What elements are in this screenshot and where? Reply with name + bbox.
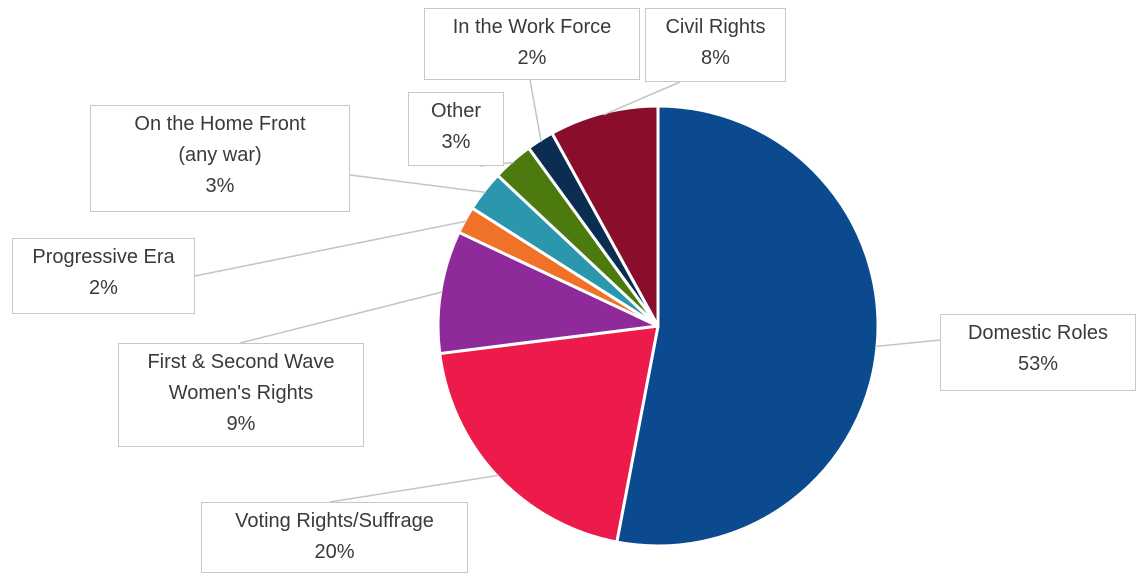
leader-line-civil-rights — [603, 81, 681, 116]
data-label-progressive-era: Progressive Era 2% — [12, 238, 195, 314]
data-label-category: Voting Rights/Suffrage — [235, 510, 434, 532]
data-label-category: (any war) — [178, 144, 262, 166]
leader-line-domestic-roles — [874, 339, 941, 348]
data-label-percent: 3% — [441, 131, 471, 153]
leader-line-on-the-home-front-any-war — [349, 174, 486, 194]
leader-line-progressive-era — [194, 220, 468, 277]
data-label-category: Civil Rights — [665, 16, 766, 38]
data-label-category: In the Work Force — [452, 16, 612, 38]
pie-slice-voting-rights-suffrage — [438, 324, 660, 544]
data-label-civil-rights: Civil Rights 8% — [645, 8, 786, 82]
data-label-in-the-work-force: In the Work Force 2% — [424, 8, 640, 80]
pie-slice-civil-rights — [550, 104, 660, 328]
data-label-on-the-home-front-any-war: On the Home Front (any war) 3% — [90, 105, 350, 212]
leader-line-first-second-wave-women-s-rights — [239, 291, 443, 344]
data-label-category: Domestic Roles — [967, 322, 1109, 344]
data-label-voting-rights-suffrage: Voting Rights/Suffrage 20% — [201, 502, 468, 573]
data-label-percent: 2% — [89, 277, 118, 299]
data-label-percent: 8% — [701, 47, 730, 69]
data-label-category: Women's Rights — [168, 382, 314, 404]
data-label-category: Other — [430, 100, 482, 122]
data-label-percent: 20% — [314, 541, 355, 563]
data-label-percent: 3% — [205, 175, 235, 197]
leader-line-in-the-work-force — [529, 79, 542, 143]
data-label-percent: 2% — [517, 47, 547, 69]
data-label-category: On the Home Front — [134, 113, 306, 135]
leader-line-voting-rights-suffrage — [329, 474, 500, 503]
data-label-domestic-roles: Domestic Roles 53% — [940, 314, 1136, 391]
data-label-first-second-wave-women-s-rights: First & Second Wave Women's Rights 9% — [118, 343, 364, 447]
pie-slice-first-second-wave-women-s-rights — [436, 230, 660, 356]
data-label-category: First & Second Wave — [147, 351, 335, 373]
data-label-percent: 9% — [226, 413, 256, 435]
data-label-other: Other 3% — [408, 92, 504, 166]
data-label-category: Progressive Era — [32, 246, 175, 268]
data-label-percent: 53% — [1017, 353, 1059, 375]
